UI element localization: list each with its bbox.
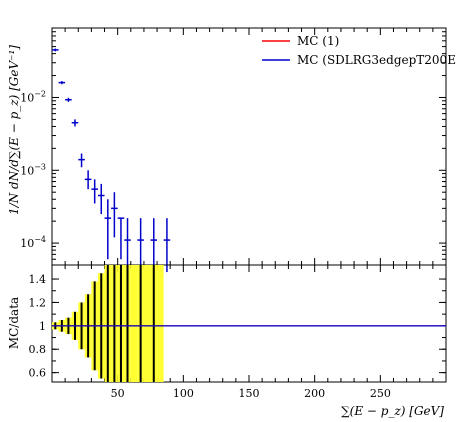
ratio-uncertainty-band [157, 265, 164, 382]
ratio-y-tick-label: 1 [39, 320, 46, 333]
ratio-y-axis-title: MC/data [7, 297, 21, 349]
main-y-axis-title: 1/N dN/d∑(E − p_z) [GeV⁻¹] [7, 45, 21, 215]
ratio-panel: 50 100 150 200 250 0.6 0.8 1 1.2 1.4 [29, 264, 447, 400]
x-tick-label: 100 [173, 387, 194, 400]
legend: MC (1) MC (SDLRG3edgepT200E [262, 34, 456, 67]
ratio-uncertainty-band [143, 265, 151, 382]
main-panel: 10−4 10−3 10−2 [20, 27, 447, 273]
x-tick-label: 50 [111, 387, 125, 400]
x-axis-title: ∑(E − p_z) [GeV] [341, 404, 444, 418]
ratio-y-tick-label: 0.8 [29, 343, 47, 356]
main-y-tick-label: 10−2 [20, 89, 46, 104]
x-tick-label: 250 [370, 387, 391, 400]
main-y-tick-label: 10−3 [20, 162, 46, 177]
ratio-y-tick-label: 1.4 [29, 273, 47, 286]
ratio-y-tick-label: 1.2 [29, 296, 47, 309]
x-tick-label: 150 [239, 387, 260, 400]
legend-label-mc-sdlrg: MC (SDLRG3edgepT200E [297, 53, 456, 67]
main-y-tick-label: 10−4 [20, 235, 46, 250]
ratio-y-tick-label: 0.6 [29, 367, 47, 380]
x-tick-label: 200 [304, 387, 325, 400]
legend-label-mc-1: MC (1) [297, 34, 339, 48]
ratio-uncertainty-band [130, 265, 138, 382]
